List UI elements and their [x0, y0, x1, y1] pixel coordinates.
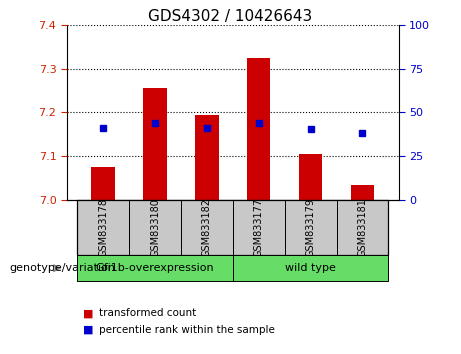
Bar: [233, 255, 388, 281]
Bar: [181, 200, 233, 255]
Text: ■: ■: [83, 325, 94, 335]
Text: percentile rank within the sample: percentile rank within the sample: [99, 325, 275, 335]
Bar: [299, 154, 322, 200]
Text: GSM833181: GSM833181: [357, 198, 367, 257]
Bar: [247, 58, 271, 200]
Bar: [195, 115, 219, 200]
Bar: [337, 200, 388, 255]
Bar: [129, 200, 181, 255]
Bar: [91, 167, 115, 200]
Text: GDS4302 / 10426643: GDS4302 / 10426643: [148, 9, 313, 24]
Text: genotype/variation: genotype/variation: [9, 263, 115, 273]
Bar: [351, 185, 374, 200]
Text: GSM833179: GSM833179: [306, 198, 316, 257]
Text: GSM833178: GSM833178: [98, 198, 108, 257]
Text: ■: ■: [83, 308, 94, 318]
Text: GSM833182: GSM833182: [202, 198, 212, 257]
Bar: [77, 255, 233, 281]
Text: Gfi1b-overexpression: Gfi1b-overexpression: [96, 263, 214, 273]
Bar: [284, 200, 337, 255]
Bar: [233, 200, 284, 255]
Text: wild type: wild type: [285, 263, 336, 273]
Text: GSM833180: GSM833180: [150, 198, 160, 257]
Bar: [77, 200, 129, 255]
Bar: [143, 88, 167, 200]
Text: GSM833177: GSM833177: [254, 198, 264, 257]
Text: transformed count: transformed count: [99, 308, 196, 318]
